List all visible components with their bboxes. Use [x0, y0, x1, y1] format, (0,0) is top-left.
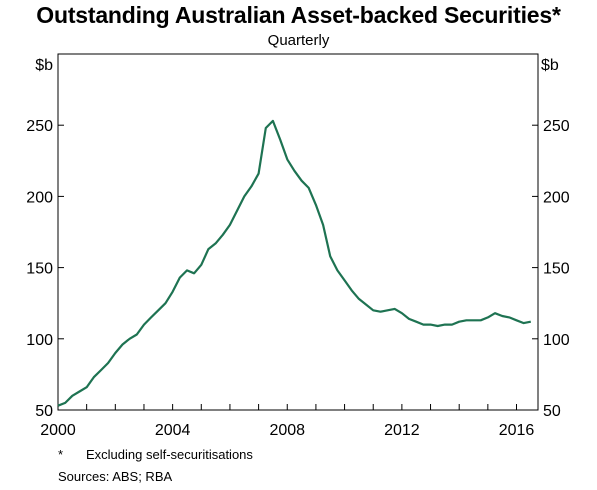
sources-note: Sources: ABS; RBA	[58, 469, 173, 484]
y-tick-label-right: 150	[543, 261, 570, 278]
y-axis-unit-right: $b	[541, 57, 559, 74]
chart-title: Outstanding Australian Asset-backed Secu…	[36, 2, 561, 28]
y-tick-label-right: 250	[543, 118, 570, 135]
x-tick-label: 2000	[40, 422, 76, 439]
y-tick-label-left: 50	[35, 403, 53, 420]
y-tick-label-left: 100	[26, 332, 53, 349]
y-tick-label-right: 200	[543, 189, 570, 206]
y-tick-label-right: 50	[543, 403, 561, 420]
series-line	[57, 119, 532, 407]
x-tick-label: 2008	[269, 422, 305, 439]
chart-subtitle: Quarterly	[267, 32, 330, 49]
y-tick-label-left: 150	[26, 261, 53, 278]
x-tick-label: 2004	[155, 422, 191, 439]
footnote-marker: *	[58, 447, 64, 462]
y-axis-unit-left: $b	[35, 57, 53, 74]
x-tick-label: 2016	[499, 422, 535, 439]
y-tick-label-left: 200	[26, 189, 53, 206]
y-tick-label-left: 250	[26, 118, 53, 135]
plot-frame	[57, 53, 539, 411]
footnote-text: Excluding self-securitisations	[86, 447, 253, 462]
x-tick-label: 2012	[384, 422, 420, 439]
y-tick-label-right: 100	[543, 332, 570, 349]
